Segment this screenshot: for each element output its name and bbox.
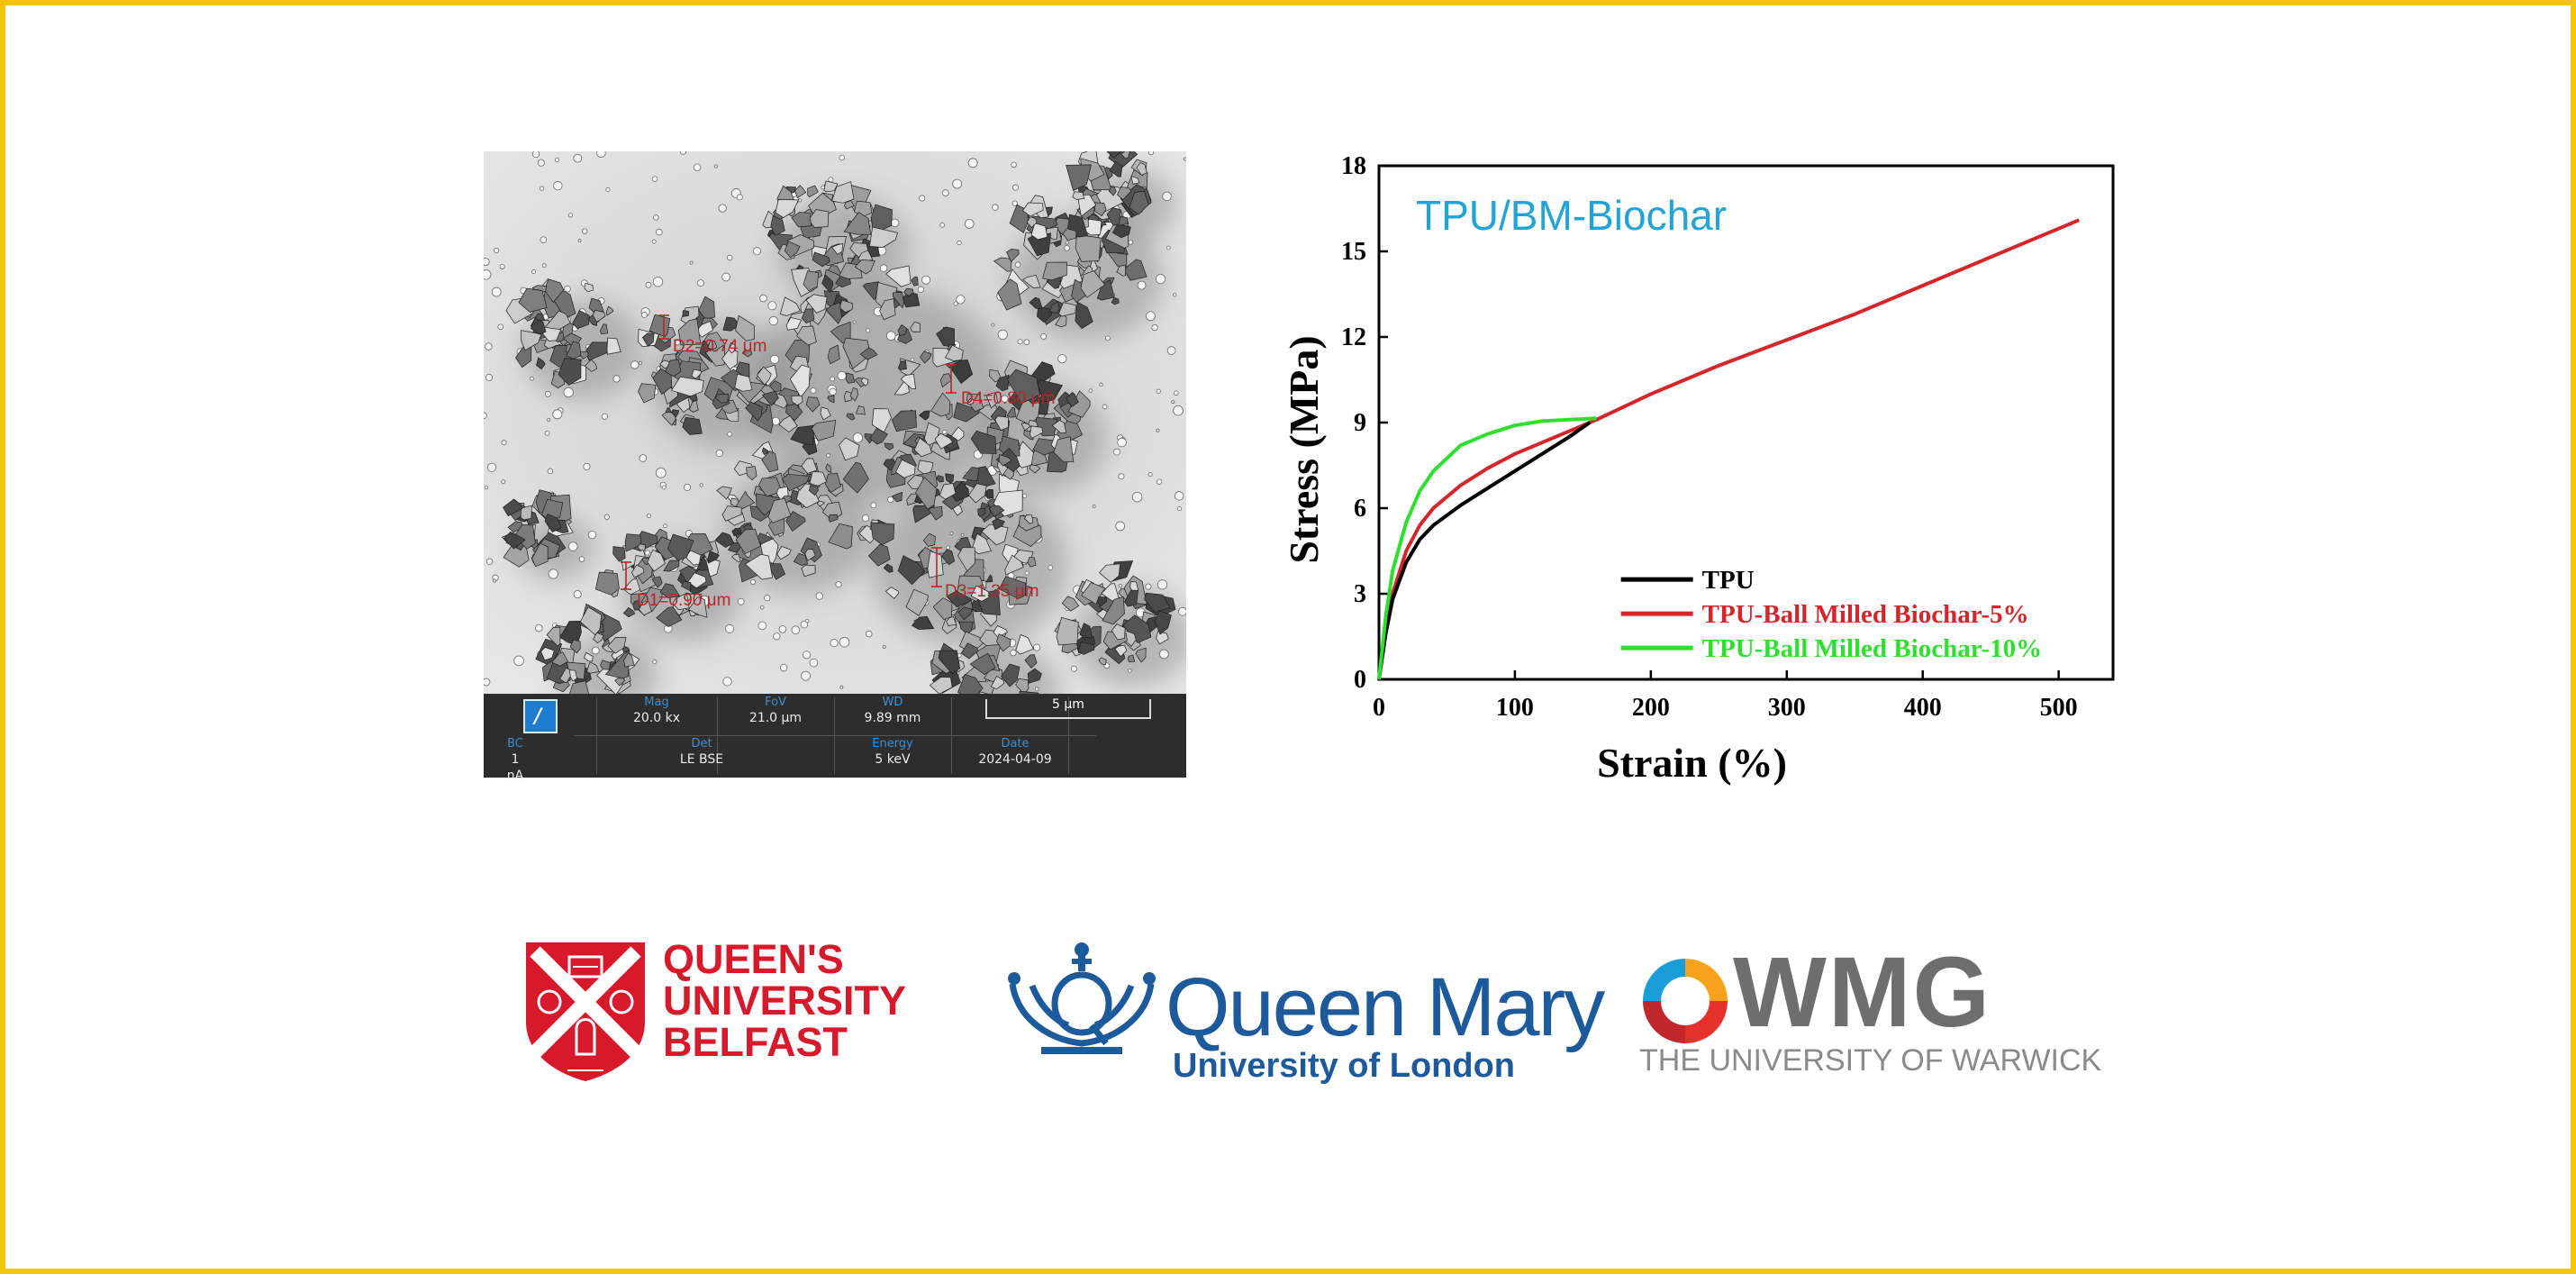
queens-university-belfast-logo: QUEEN'S UNIVERSITY BELFAST	[522, 939, 919, 1083]
y-tick-label: 18	[1341, 152, 1366, 180]
x-tick-label: 100	[1496, 694, 1534, 722]
legend-label: TPU-Ball Milled Biochar-10%	[1702, 634, 2043, 663]
info-divider	[574, 735, 1096, 736]
queen-mary-logo: Queen Mary University of London	[1005, 939, 1605, 1097]
qub-shield-icon	[526, 942, 645, 1081]
queen-mary-wordmark: Queen Mary	[1166, 961, 1605, 1053]
sem-micrograph: D2=0.74 μm D4=0.80 μm D1=0.90 μm D3=1.35…	[484, 151, 1186, 694]
y-tick-label: 15	[1341, 238, 1366, 266]
y-tick-label: 3	[1354, 580, 1366, 608]
fov-field: FoV 21.0 μm	[748, 696, 803, 725]
mag-field: Mag 20.0 kx	[632, 696, 680, 725]
legend-label: TPU	[1702, 566, 1755, 595]
x-tick-label: 400	[1904, 694, 1942, 722]
energy-field: Energy 5 keV	[872, 737, 913, 767]
sem-particles	[484, 151, 1186, 694]
stress-strain-chart: 0 100 200 300 400 500 0 3 6 9 12 15 18 Strain (%) Stre…	[1257, 141, 2140, 789]
series-line	[1377, 218, 2081, 680]
x-tick-label: 500	[2040, 694, 2078, 722]
y-tick-label: 12	[1341, 323, 1366, 351]
qub-wordmark: QUEEN'S UNIVERSITY BELFAST	[663, 936, 907, 1065]
y-tick-label: 6	[1354, 495, 1366, 523]
x-axis-label: Strain (%)	[1597, 740, 1787, 786]
bc-field: BC 1 nA	[506, 737, 524, 783]
x-tick-label: 300	[1768, 694, 1806, 722]
y-tick-label: 0	[1354, 666, 1366, 694]
x-tick-label: 0	[1373, 694, 1385, 722]
measurement-d1: D1=0.90 μm	[637, 591, 731, 610]
x-tick-label: 200	[1632, 694, 1670, 722]
measurement-d4: D4=0.80 μm	[961, 389, 1056, 408]
scale-bar: 5 μm	[985, 697, 1151, 719]
sem-info-bar: / Mag 20.0 kx FoV 21.0 μm WD 9.89 mm 5 μ…	[484, 694, 1186, 783]
series-line	[1377, 421, 1592, 680]
measurement-d2: D2=0.74 μm	[673, 337, 767, 356]
wmg-ring-icon	[1643, 959, 1728, 1043]
det-field: Det LE BSE	[679, 737, 724, 767]
y-axis-label: Stress (MPa)	[1281, 335, 1327, 563]
series-line	[1377, 416, 1597, 680]
wd-field: WD 9.89 mm	[864, 696, 921, 725]
legend-label: TPU-Ball Milled Biochar-5%	[1702, 600, 2029, 629]
chart-canvas: 0 100 200 300 400 500 0 3 6 9 12 15 18 Strain (%) Stre…	[1281, 152, 2115, 786]
sem-image-panel: D2=0.74 μm D4=0.80 μm D1=0.90 μm D3=1.35…	[484, 151, 1186, 783]
queen-mary-subtitle: University of London	[1173, 1047, 1515, 1085]
instrument-logo-icon: /	[523, 699, 558, 733]
y-tick-label: 9	[1354, 409, 1366, 437]
date-field: Date 2024-04-09	[978, 737, 1052, 767]
wmg-logo: WMG THE UNIVERSITY OF WARWICK	[1636, 937, 2101, 1087]
wmg-subtitle: THE UNIVERSITY OF WARWICK	[1639, 1043, 2102, 1078]
wmg-wordmark: WMG	[1733, 937, 1992, 1048]
scale-label: 5 μm	[1052, 697, 1084, 712]
queen-mary-crown-icon	[1008, 942, 1156, 1054]
chart-title: TPU/BM-Biochar	[1416, 192, 1728, 239]
measurement-d3: D3=1.35 μm	[945, 582, 1039, 601]
